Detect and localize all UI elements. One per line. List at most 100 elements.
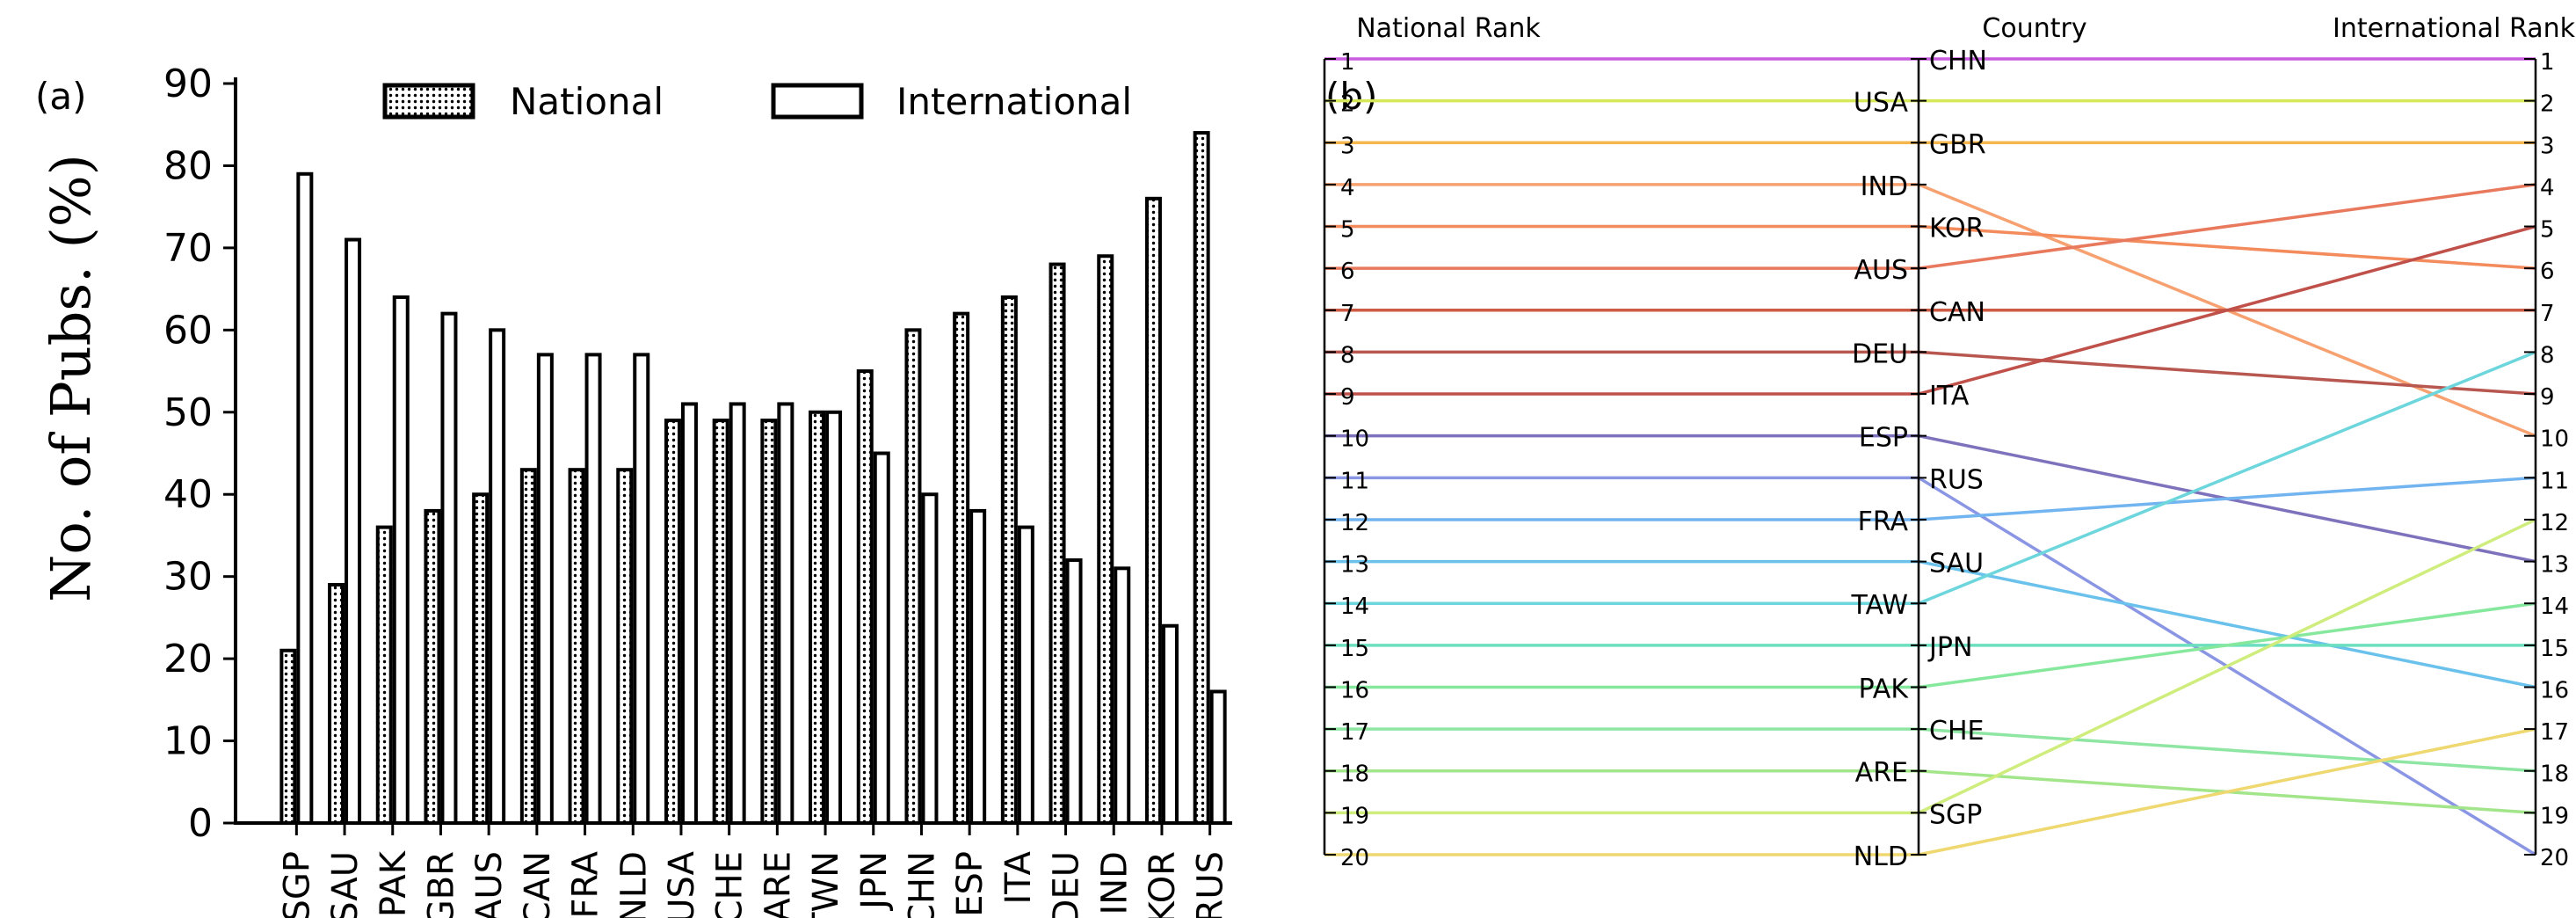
bar-national	[809, 410, 826, 825]
slope-line-esp	[1324, 434, 2536, 564]
header-international-rank: International Rank	[2333, 13, 2576, 44]
country-label-sau: SAU	[1929, 549, 1984, 579]
bar-national	[1193, 131, 1210, 826]
national-rank-label: 6	[1340, 259, 1355, 285]
bar-international	[1161, 623, 1179, 825]
international-rank-label: 9	[2540, 384, 2555, 411]
international-rank-label: 10	[2540, 426, 2569, 453]
international-rank-label: 2	[2540, 91, 2555, 118]
x-tick-label: CHN	[902, 851, 942, 918]
x-tick-label: FRA	[566, 850, 606, 918]
bar-national	[953, 311, 970, 825]
national-rank-label: 1	[1340, 49, 1355, 76]
x-tick-label: GBR	[421, 851, 461, 918]
country-label-esp: ESP	[1859, 423, 1908, 454]
legend-label-national: National	[510, 80, 664, 123]
national-rank-label: 17	[1340, 719, 1369, 746]
bar-national	[856, 369, 874, 825]
x-tick-label: DEU	[1047, 851, 1087, 918]
bar-national	[664, 419, 681, 825]
country-label-usa: USA	[1854, 88, 1909, 119]
country-label-sgp: SGP	[1929, 799, 1982, 830]
national-rank-label: 11	[1340, 468, 1369, 494]
bar-international	[536, 353, 554, 826]
legend-swatch-international	[771, 83, 864, 120]
panel-a-legend: National International	[382, 80, 1132, 123]
bar-international	[921, 492, 939, 825]
country-label-deu: DEU	[1852, 339, 1908, 369]
bar-international	[680, 402, 698, 825]
international-rank-label: 14	[2540, 594, 2569, 620]
international-rank-label: 13	[2540, 552, 2569, 579]
bar-international	[825, 410, 843, 825]
national-rank-label: 2	[1340, 91, 1355, 118]
x-tick-label: ARE	[758, 851, 798, 918]
x-tick-label: PAK	[374, 849, 414, 917]
y-tick-label: 10	[163, 719, 213, 764]
country-label-taw: TAW	[1850, 590, 1908, 621]
y-tick-label: 40	[163, 472, 213, 517]
x-tick-label: SGP	[277, 851, 317, 918]
panel-b-label: (b)	[1325, 75, 1377, 118]
bar-international	[777, 402, 795, 825]
legend-label-international: International	[896, 80, 1132, 123]
panel-a-x-tick-labels: SGP SAU PAK GBR AUS CAN FRA NLD USA CHE ARE TWN JPN C…	[277, 823, 1231, 918]
bar-international	[584, 353, 602, 826]
bar-national	[760, 419, 778, 825]
bar-international	[1065, 557, 1083, 825]
header-national-rank: National Rank	[1356, 13, 1541, 44]
country-label-kor: KOR	[1929, 214, 1985, 244]
national-rank-label: 19	[1340, 803, 1369, 829]
international-rank-label: 7	[2540, 301, 2555, 327]
bar-national	[712, 419, 729, 825]
bar-national	[1144, 196, 1162, 826]
bar-international	[1209, 689, 1227, 825]
national-rank-label: 15	[1340, 636, 1369, 662]
bar-international	[392, 295, 410, 825]
bar-international	[729, 402, 746, 825]
panel-a-y-ticks: 0 10 20 30 40 50 60 70 80 90	[163, 62, 236, 846]
country-label-nld: NLD	[1854, 842, 1908, 872]
x-tick-label: RUS	[1191, 851, 1231, 918]
x-tick-label: CHE	[710, 851, 751, 918]
bar-national	[328, 583, 345, 825]
international-rank-label: 8	[2540, 342, 2555, 368]
international-rank-label: 4	[2540, 175, 2555, 201]
y-tick-label: 70	[163, 226, 213, 271]
x-tick-label: USA	[662, 850, 702, 918]
bar-international	[440, 311, 458, 825]
bar-international	[345, 237, 362, 825]
national-rank-label: 20	[1340, 845, 1369, 871]
international-rank-label: 19	[2540, 803, 2569, 829]
x-tick-label: KOR	[1143, 851, 1183, 918]
legend-swatch-national	[382, 83, 475, 120]
bar-national	[568, 468, 585, 825]
country-label-fra: FRA	[1858, 506, 1909, 537]
bar-international	[873, 451, 890, 825]
national-rank-label: 4	[1340, 175, 1355, 201]
country-label-ind: IND	[1861, 171, 1908, 202]
x-tick-label: ITA	[998, 850, 1039, 904]
national-rank-label: 13	[1340, 552, 1369, 579]
bar-national	[279, 648, 297, 825]
bar-international	[1114, 566, 1131, 825]
panel-b-country-labels: CHN USA GBR IND KOR AUS CAN DEU ITA ESP RUS FRA SAU T…	[1850, 46, 1987, 872]
bar-national	[1097, 254, 1114, 825]
country-label-che: CHE	[1929, 716, 1984, 747]
y-tick-label: 30	[163, 555, 213, 600]
x-tick-label: TWN	[806, 851, 846, 918]
slope-line-sau	[1324, 559, 2536, 689]
country-label-gbr: GBR	[1929, 129, 1986, 160]
international-rank-label: 6	[2540, 259, 2555, 285]
y-tick-label: 60	[163, 308, 213, 353]
national-rank-label: 12	[1340, 510, 1369, 536]
bar-international	[633, 353, 650, 826]
country-label-pak: PAK	[1859, 674, 1910, 704]
y-tick-label: 50	[163, 390, 213, 435]
international-rank-label: 20	[2540, 845, 2569, 871]
national-rank-label: 7	[1340, 301, 1355, 327]
bar-national	[424, 508, 441, 826]
international-rank-label: 5	[2540, 217, 2555, 244]
